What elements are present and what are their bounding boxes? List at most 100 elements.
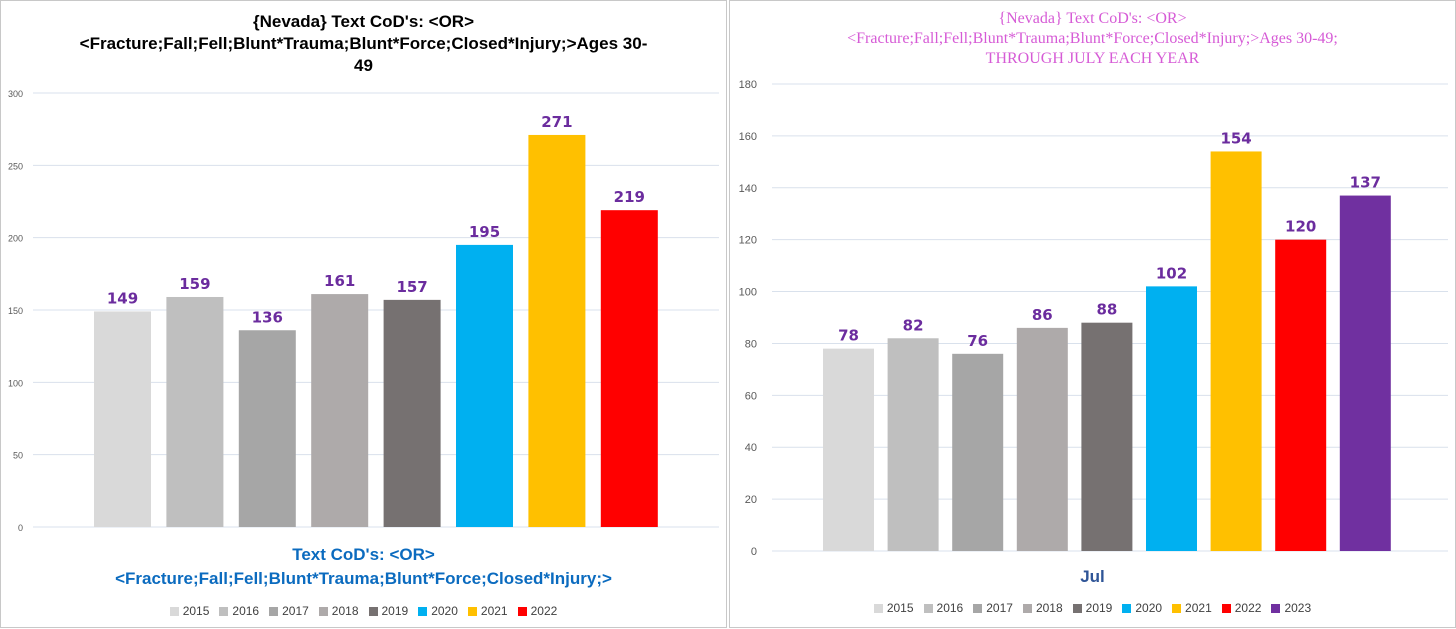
legend-swatch <box>1072 604 1082 613</box>
y-tick-label: 50 <box>13 451 23 461</box>
bar-2018 <box>311 294 369 527</box>
data-label-2015: 149 <box>107 289 138 307</box>
legend-swatch <box>517 607 527 616</box>
chart-legend: 2015 2016 2017 2018 2019 2020 2021 2022 <box>1 604 726 618</box>
legend-label: 2022 <box>530 604 558 618</box>
legend-label: 2021 <box>1185 601 1212 615</box>
y-tick-label: 80 <box>745 338 757 350</box>
chart-title-line: THROUGH JULY EACH YEAR <box>985 50 1200 67</box>
chart-title: {Nevada} Text CoD's: <OR> <Fracture;Fall… <box>1 11 726 77</box>
legend-label: 2020 <box>1135 601 1163 615</box>
legend-item-2022: 2022 <box>1221 601 1262 615</box>
legend-label: 2020 <box>431 604 458 618</box>
data-label-2018: 86 <box>1032 306 1053 324</box>
x-axis-label: Jul <box>1080 567 1105 586</box>
chart-title-line: <Fracture;Fall;Fell;Blunt*Trauma;Blunt*F… <box>79 34 648 53</box>
data-label-2019: 157 <box>396 278 427 296</box>
bar-2017 <box>238 330 296 527</box>
legend-item-2015: 2015 <box>169 604 209 618</box>
legend-swatch <box>1022 604 1032 613</box>
data-label-2022: 219 <box>614 188 645 206</box>
bar-2016 <box>166 296 224 527</box>
legend-label: 2015 <box>886 601 914 615</box>
bar-2019 <box>383 299 441 527</box>
legend-item-2019: 2019 <box>1072 601 1113 615</box>
data-label-2022: 120 <box>1285 218 1316 236</box>
legend-label: 2016 <box>936 601 964 615</box>
chart-panel-left: {Nevada} Text CoD's: <OR> <Fracture;Fall… <box>0 0 727 628</box>
legend-swatch <box>269 607 279 616</box>
bar-2022 <box>1275 239 1327 551</box>
y-tick-label: 100 <box>8 378 23 388</box>
y-tick-label: 250 <box>8 161 23 171</box>
bar-2021 <box>528 134 586 527</box>
y-tick-label: 0 <box>18 523 23 533</box>
legend-swatch <box>873 604 883 613</box>
data-label-2023: 137 <box>1350 174 1381 192</box>
legend-label: 2019 <box>381 604 409 618</box>
data-label-2021: 271 <box>541 113 572 131</box>
y-tick-label: 200 <box>8 234 23 244</box>
data-label-2020: 195 <box>469 223 500 241</box>
legend-label: 2019 <box>1085 601 1113 615</box>
bar-2022 <box>600 210 658 527</box>
chart-title: {Nevada} Text CoD's: <OR> <Fracture;Fall… <box>730 9 1455 69</box>
bar-2015 <box>94 311 151 527</box>
y-tick-label: 150 <box>8 306 23 316</box>
x-axis-label-line: Text CoD's: <OR> <box>292 545 435 564</box>
bar-2020 <box>456 244 513 527</box>
legend-item-2017: 2017 <box>269 604 309 618</box>
legend-item-2016: 2016 <box>219 604 259 618</box>
legend-item-2015: 2015 <box>873 601 914 615</box>
legend-swatch <box>1172 604 1182 613</box>
legend-item-2019: 2019 <box>368 604 409 618</box>
chart-title-line: 49 <box>354 56 373 75</box>
legend-label: 2016 <box>232 604 260 618</box>
data-label-2020: 102 <box>1156 264 1187 282</box>
chart-panel-right: {Nevada} Text CoD's: <OR> <Fracture;Fall… <box>729 0 1456 628</box>
data-label-2021: 154 <box>1220 129 1251 147</box>
legend-label: 2018 <box>1035 601 1063 615</box>
bar-2021 <box>1210 151 1262 551</box>
legend-item-2022: 2022 <box>517 604 558 618</box>
data-label-2015: 78 <box>838 327 859 345</box>
legend-swatch <box>1271 604 1281 613</box>
y-tick-label: 20 <box>745 494 757 506</box>
legend-swatch <box>923 604 933 613</box>
legend-label: 2021 <box>480 604 508 618</box>
legend-swatch <box>1122 604 1132 613</box>
chart-legend: 2015 2016 2017 2018 2019 2020 2021 2022 2023 <box>730 601 1455 615</box>
legend-swatch <box>169 607 179 616</box>
legend-swatch <box>973 604 983 613</box>
legend-swatch <box>368 607 378 616</box>
legend-item-2018: 2018 <box>1022 601 1063 615</box>
data-label-2017: 136 <box>252 308 283 326</box>
y-tick-label: 120 <box>739 235 757 247</box>
y-tick-label: 40 <box>745 442 757 454</box>
legend-item-2016: 2016 <box>923 601 964 615</box>
legend-item-2021: 2021 <box>1172 601 1212 615</box>
legend-swatch <box>219 607 229 616</box>
data-label-2019: 88 <box>1096 301 1117 319</box>
legend-swatch <box>467 607 477 616</box>
legend-item-2018: 2018 <box>318 604 359 618</box>
bar-2020 <box>1146 286 1197 551</box>
chart-title-line: {Nevada} Text CoD's: <OR> <box>252 12 475 31</box>
x-axis-label: Text CoD's: <OR> <Fracture;Fall;Fell;Blu… <box>1 543 726 591</box>
data-label-2016: 159 <box>179 275 210 293</box>
x-axis-label-line: <Fracture;Fall;Fell;Blunt*Trauma;Blunt*F… <box>115 569 612 588</box>
data-label-2018: 161 <box>324 272 355 290</box>
data-label-2017: 76 <box>967 332 988 350</box>
legend-label: 2023 <box>1284 601 1312 615</box>
legend-item-2020: 2020 <box>1122 601 1162 615</box>
data-label-2016: 82 <box>903 316 924 334</box>
bar-2023 <box>1339 195 1391 552</box>
y-tick-label: 100 <box>739 287 757 299</box>
y-tick-label: 60 <box>745 390 757 402</box>
legend-item-2023: 2023 <box>1271 601 1311 615</box>
bar-chart-right: 0 20 40 60 80 100 120 140 160 180 78 82 76 86 88 102 154… <box>739 79 1448 558</box>
legend-swatch <box>418 607 428 616</box>
legend-label: 2022 <box>1234 601 1262 615</box>
y-tick-label: 140 <box>739 183 757 195</box>
y-tick-label: 160 <box>739 131 757 143</box>
